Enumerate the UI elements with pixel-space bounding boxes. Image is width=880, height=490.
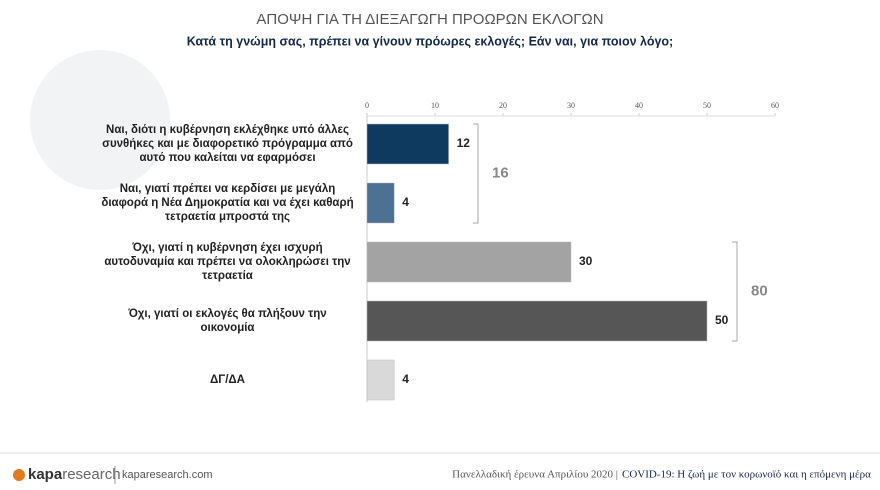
chart-subtitle: Κατά τη γνώμη σας, πρέπει να γίνουν πρόω…	[187, 34, 673, 48]
footer-site: kaparesearch.com	[122, 469, 213, 481]
logo-icon	[13, 469, 25, 481]
value-label: 12	[457, 136, 471, 150]
bar	[366, 182, 395, 224]
group-bracket	[732, 241, 738, 342]
bar	[366, 241, 572, 283]
virus-decoration	[30, 50, 170, 190]
bar	[366, 300, 708, 342]
logo: kaparesearch	[28, 466, 121, 483]
group-total: 80	[751, 282, 768, 299]
x-tick-label: 0	[365, 101, 369, 110]
footer-survey: Πανελλαδική έρευνα Απριλίου 2020 |	[452, 469, 618, 481]
logo-a: kapa	[28, 466, 63, 483]
x-tick-label: 40	[635, 101, 643, 110]
bar	[366, 359, 395, 401]
value-label: 4	[402, 195, 409, 209]
x-tick-label: 30	[567, 101, 575, 110]
category-label: ΔΓ/ΔΑ	[210, 374, 245, 386]
value-label: 30	[579, 254, 593, 268]
category-label: Όχι, γιατί οι εκλογές θα πλήξουν την οικ…	[128, 308, 327, 334]
x-tick-label: 10	[431, 101, 439, 110]
bar	[366, 123, 449, 165]
chart-title: ΑΠΟΨΗ ΓΙΑ ΤΗ ΔΙΕΞΑΓΩΓΗ ΠΡΟΩΡΩΝ ΕΚΛΟΓΩΝ	[256, 11, 603, 28]
group-total: 16	[492, 164, 509, 181]
category-label: Ναι, γιατί πρέπει να κερδίσει με μεγάλη …	[101, 183, 354, 223]
group-bracket	[473, 123, 479, 224]
footer-study: COVID-19: Η ζωή με τον κορωνοϊό και η επ…	[622, 469, 871, 481]
x-tick-label: 60	[771, 101, 779, 110]
category-label: Όχι, γιατί η κυβέρνηση έχει ισχυρή αυτοδ…	[104, 242, 351, 282]
x-tick-label: 20	[499, 101, 507, 110]
value-label: 4	[402, 372, 409, 386]
x-tick-label: 50	[703, 101, 711, 110]
category-label: Ναι, διότι η κυβέρνηση εκλέχθηκε υπό άλλ…	[102, 124, 353, 164]
value-label: 50	[715, 313, 729, 327]
logo-b: research	[62, 466, 120, 483]
